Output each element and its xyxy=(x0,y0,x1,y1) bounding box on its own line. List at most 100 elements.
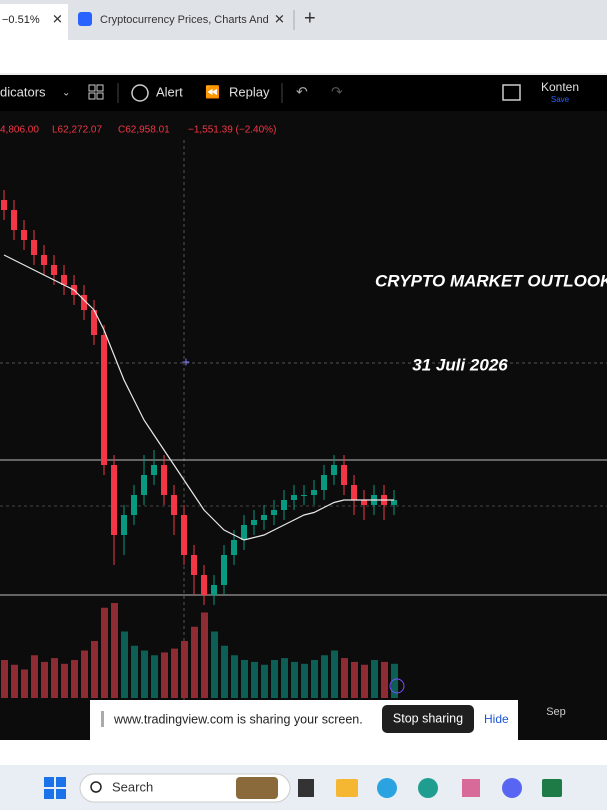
volume-bar xyxy=(91,641,98,698)
volume-bar xyxy=(51,658,58,698)
candle-body xyxy=(151,465,157,475)
candle-body xyxy=(121,515,127,535)
undo[interactable]: ↶ xyxy=(296,84,308,100)
candle-body xyxy=(111,465,117,535)
konten-button[interactable]: Konten xyxy=(541,80,579,94)
discord-icon[interactable] xyxy=(502,778,522,798)
volume-bar xyxy=(111,603,118,698)
candle-body xyxy=(241,525,247,540)
candle-body xyxy=(161,465,167,495)
candle-body xyxy=(351,485,357,500)
lightning-icon[interactable] xyxy=(389,678,405,694)
new-tab[interactable]: + xyxy=(304,7,316,29)
volume-bar xyxy=(201,612,208,698)
volume-bar xyxy=(241,660,248,698)
tab[interactable] xyxy=(0,4,68,40)
share-message: www.tradingview.com is sharing your scre… xyxy=(113,712,363,726)
layout-icon[interactable] xyxy=(88,84,104,100)
tab-close[interactable]: ✕ xyxy=(274,11,285,26)
explorer-icon[interactable] xyxy=(336,779,358,797)
fullscreen[interactable] xyxy=(502,84,521,101)
alert-button[interactable]: Alert xyxy=(156,84,183,99)
volume-bar xyxy=(181,641,188,698)
ohlc-close: C62,958.01 xyxy=(118,125,170,136)
volume-bar xyxy=(171,648,178,698)
tab-label: Cryptocurrency Prices, Charts And xyxy=(100,14,269,26)
volume-bar xyxy=(301,663,308,698)
volume-bar xyxy=(41,661,48,698)
dropdown[interactable]: ⌄ xyxy=(62,88,70,99)
candle-body xyxy=(31,240,37,255)
candle-body xyxy=(391,500,397,505)
hide-button[interactable]: Hide xyxy=(484,712,509,726)
start-button[interactable] xyxy=(44,777,66,799)
search-label: Search xyxy=(112,779,153,794)
tab-strip xyxy=(0,0,607,40)
candle-body xyxy=(361,500,367,505)
volume-bar xyxy=(361,664,368,698)
telegram-icon[interactable] xyxy=(377,778,397,798)
volume-bar xyxy=(71,660,78,698)
candle-body xyxy=(141,475,147,495)
snipping-icon[interactable] xyxy=(462,779,480,797)
volume-bar xyxy=(191,626,198,698)
volume-bar xyxy=(351,661,358,698)
volume-bar xyxy=(81,650,88,698)
drag-handle[interactable] xyxy=(101,711,104,727)
excel-icon[interactable] xyxy=(542,779,562,797)
volume-bar xyxy=(391,663,398,698)
volume-bar xyxy=(151,655,158,698)
search-highlight xyxy=(236,777,278,799)
candle-body xyxy=(181,515,187,555)
overlay-date: 31 Juli 2026 xyxy=(412,355,508,374)
candle-body xyxy=(271,510,277,515)
volume-bar xyxy=(371,660,378,698)
alert-icon[interactable] xyxy=(131,84,149,102)
candle-body xyxy=(331,465,337,475)
indicators-button[interactable]: dicators xyxy=(0,84,46,99)
volume-bar xyxy=(231,655,238,698)
volume-bar xyxy=(1,660,8,698)
crosshair-center: + xyxy=(182,354,190,370)
volume-bar xyxy=(141,650,148,698)
volume-bar xyxy=(291,661,298,698)
volume-bar xyxy=(341,658,348,698)
x-axis-label: Sep xyxy=(546,706,566,718)
redo[interactable]: ↷ xyxy=(331,84,343,100)
ohlc-change: −1,551.39 (−2.40%) xyxy=(188,125,276,136)
candle-body xyxy=(101,335,107,465)
overlay-title: CRYPTO MARKET OUTLOOK xyxy=(375,271,607,290)
candle-body xyxy=(201,575,207,595)
edge-icon[interactable] xyxy=(418,778,438,798)
tab-close[interactable]: ✕ xyxy=(52,11,63,26)
volume-bar xyxy=(211,631,218,698)
volume-bar xyxy=(61,663,68,698)
candle-body xyxy=(341,465,347,485)
save-label[interactable]: Save xyxy=(551,95,570,104)
replay-icon[interactable]: ⏪ xyxy=(205,85,220,99)
volume-bar xyxy=(101,607,108,698)
search-icon xyxy=(90,781,102,793)
candle-body xyxy=(21,230,27,240)
volume-bar xyxy=(311,660,318,698)
volume-bar xyxy=(321,655,328,698)
stop-sharing-button[interactable] xyxy=(382,705,474,733)
tab-label: −0.51% xyxy=(2,14,40,26)
candle-body xyxy=(1,200,7,210)
candle-body xyxy=(291,495,297,500)
stop-sharing-label: Stop sharing xyxy=(393,711,463,725)
address-bar xyxy=(0,40,607,75)
candle-body xyxy=(81,295,87,310)
taskview-icon[interactable] xyxy=(298,779,314,797)
replay-button[interactable]: Replay xyxy=(229,84,270,99)
volume-bar xyxy=(161,652,168,698)
volume-bar xyxy=(331,650,338,698)
candle-body xyxy=(301,495,307,496)
tab-favicon xyxy=(78,12,92,26)
volume-bar xyxy=(221,645,228,698)
volume-bar xyxy=(121,631,128,698)
moving-average xyxy=(3,254,394,541)
candle-body xyxy=(171,495,177,515)
